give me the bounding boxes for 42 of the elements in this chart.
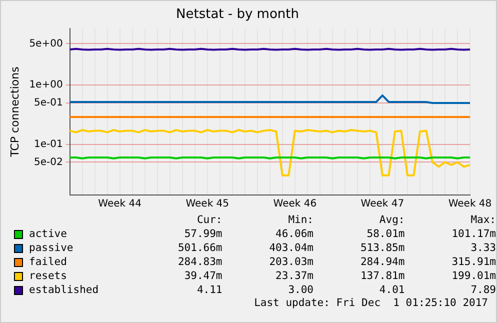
- x-tick-label: Week 46: [273, 198, 317, 210]
- text: 39.47m: [183, 269, 224, 283]
- text: Avg:: [378, 213, 406, 227]
- text: 284.94m: [359, 255, 406, 269]
- y-tick-label: 5e-02: [34, 156, 63, 168]
- text: 513.85m: [359, 241, 406, 255]
- text: 58.01m: [366, 227, 406, 241]
- text: 3.33: [470, 241, 496, 255]
- text: 403.04m: [268, 241, 314, 255]
- y-tick-label: 1e+00: [29, 80, 63, 91]
- y-axis-title: TCP connections: [8, 66, 22, 158]
- y-tick-label: 5e-01: [34, 98, 63, 109]
- x-tick-label: Week 48: [448, 198, 492, 210]
- legend-label: active: [28, 227, 68, 241]
- text: 57.99m: [183, 227, 224, 241]
- legend-label: resets: [28, 269, 68, 283]
- x-tick-label: Week 45: [186, 198, 230, 210]
- text: 46.06m: [274, 227, 314, 241]
- y-tick-label: 1e-01: [34, 138, 63, 150]
- text: 101.17m: [450, 227, 496, 241]
- text: Max:: [470, 213, 496, 227]
- text: 4.11: [196, 283, 224, 297]
- text: 137.81m: [359, 269, 406, 283]
- text: 315.91m: [450, 255, 496, 269]
- text: 4.01: [378, 283, 406, 297]
- chart-title: Netstat - by month: [176, 7, 299, 22]
- x-tick-label: Week 44: [98, 198, 142, 210]
- y-tick-label: 5e+00: [29, 38, 63, 50]
- text: 3.00: [287, 283, 314, 297]
- text: 203.03m: [268, 255, 314, 269]
- text: Cur:: [196, 213, 224, 227]
- text: 23.37m: [274, 269, 314, 283]
- text: 7.89: [470, 283, 496, 297]
- legend-label: established: [28, 283, 100, 297]
- legend-label: passive: [28, 241, 74, 255]
- text: Min:: [287, 213, 314, 227]
- text: 284.83m: [176, 255, 224, 269]
- legend-label: failed: [28, 255, 68, 269]
- text: 501.66m: [176, 241, 224, 255]
- x-tick-label: Week 47: [360, 198, 404, 210]
- text: Last update: Fri Dec 1 01:25:10 2017: [254, 297, 489, 310]
- text: 199.01m: [450, 269, 496, 283]
